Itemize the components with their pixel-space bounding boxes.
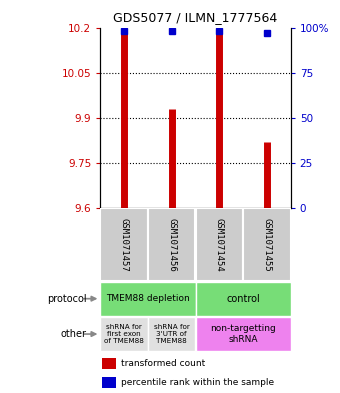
Bar: [100, 282, 196, 316]
Bar: [243, 208, 291, 281]
Text: other: other: [61, 329, 87, 339]
Text: transformed count: transformed count: [121, 360, 205, 368]
Text: GSM1071454: GSM1071454: [215, 218, 224, 272]
Text: non-targetting
shRNA: non-targetting shRNA: [210, 324, 276, 344]
Bar: [148, 208, 196, 281]
Bar: [195, 208, 243, 281]
Text: shRNA for
first exon
of TMEM88: shRNA for first exon of TMEM88: [104, 324, 144, 344]
Text: GSM1071455: GSM1071455: [262, 218, 271, 272]
Bar: [148, 317, 196, 351]
Text: protocol: protocol: [47, 294, 87, 304]
Text: TMEM88 depletion: TMEM88 depletion: [106, 294, 190, 303]
Bar: [100, 317, 148, 351]
Text: shRNA for
3'UTR of
TMEM88: shRNA for 3'UTR of TMEM88: [154, 324, 190, 344]
Bar: [100, 208, 148, 281]
Bar: [195, 317, 291, 351]
Text: control: control: [226, 294, 260, 304]
Text: GSM1071456: GSM1071456: [167, 218, 176, 272]
Text: percentile rank within the sample: percentile rank within the sample: [121, 378, 274, 387]
Text: GSM1071457: GSM1071457: [120, 218, 129, 272]
Title: GDS5077 / ILMN_1777564: GDS5077 / ILMN_1777564: [113, 11, 278, 24]
Bar: [195, 282, 291, 316]
Bar: [102, 358, 116, 369]
Bar: [102, 377, 116, 388]
